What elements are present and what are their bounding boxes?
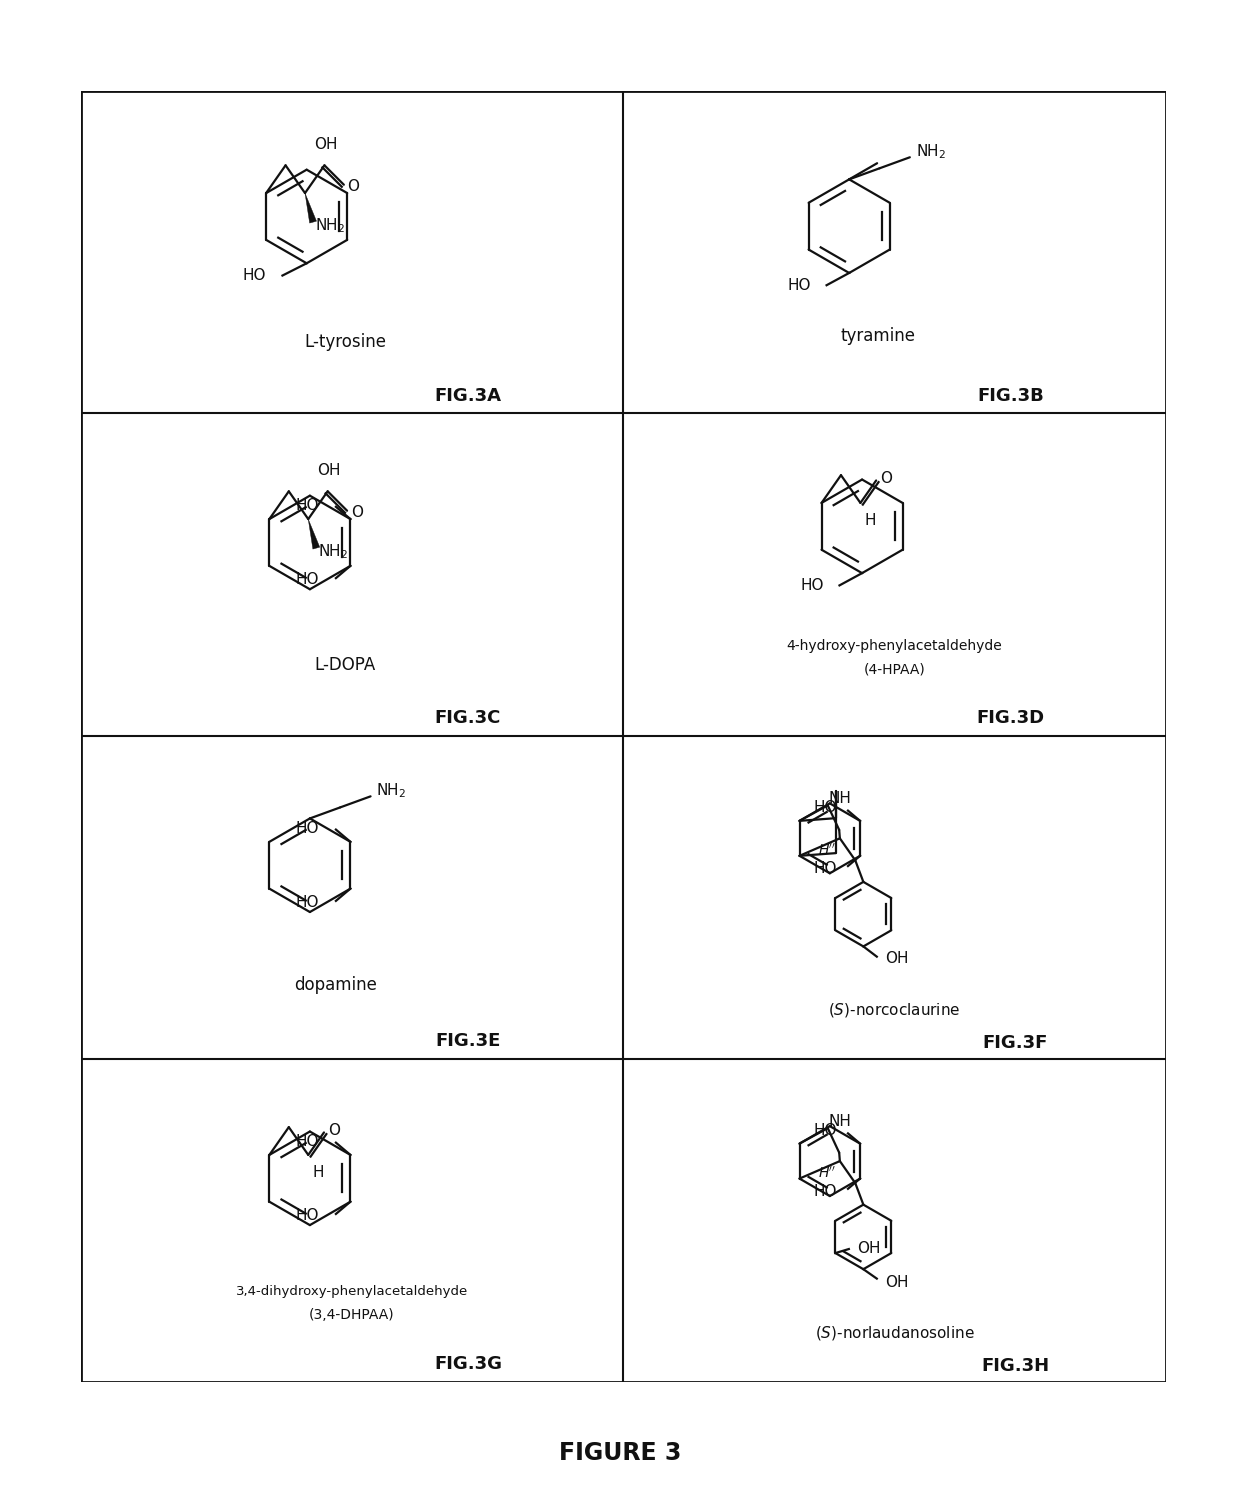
Text: OH: OH [317,464,341,477]
Text: FIG.3B: FIG.3B [977,387,1044,405]
Text: (4-HPAA): (4-HPAA) [863,663,925,676]
Text: FIGURE 3: FIGURE 3 [559,1441,681,1465]
Text: dopamine: dopamine [294,975,377,994]
Text: O: O [327,1123,340,1139]
Text: HO: HO [787,278,811,293]
Text: ($\mathit{S}$)-norlaudanosoline: ($\mathit{S}$)-norlaudanosoline [815,1324,975,1342]
Text: FIG.3D: FIG.3D [976,710,1044,728]
Text: FIG.3E: FIG.3E [435,1033,501,1049]
Polygon shape [305,193,316,223]
Polygon shape [309,519,320,550]
Text: HO: HO [295,895,319,909]
Text: HO: HO [295,821,319,835]
Text: HO: HO [295,572,319,587]
Text: HO: HO [813,1184,837,1199]
Text: OH: OH [857,1241,880,1256]
Text: HO: HO [243,269,267,282]
Text: O: O [347,178,360,193]
Text: FIG.3F: FIG.3F [982,1034,1048,1052]
Text: FIG.3C: FIG.3C [435,710,501,728]
Text: HO: HO [813,861,837,876]
Text: NH: NH [828,1114,852,1129]
Text: OH: OH [885,951,909,966]
Text: O: O [880,471,892,486]
Text: HO: HO [800,578,823,593]
Text: HO: HO [295,1134,319,1149]
Text: HO: HO [813,1123,837,1139]
Text: FIG.3H: FIG.3H [981,1356,1049,1374]
Text: NH$_2$: NH$_2$ [915,142,946,162]
Text: L-DOPA: L-DOPA [315,657,376,673]
Text: O: O [351,504,363,519]
Text: L-tyrosine: L-tyrosine [304,334,387,352]
Text: NH$_2$: NH$_2$ [317,542,348,560]
Text: NH$_2$: NH$_2$ [315,216,345,234]
Text: H$^{\prime\prime}$: H$^{\prime\prime}$ [817,1166,836,1181]
Text: OH: OH [885,1274,909,1290]
Text: H$^{\prime\prime}$: H$^{\prime\prime}$ [817,843,836,858]
Text: H: H [312,1166,324,1181]
Text: NH$_2$: NH$_2$ [377,781,407,800]
Text: (3,4-DHPAA): (3,4-DHPAA) [309,1309,394,1323]
Text: 4-hydroxy-phenylacetaldehyde: 4-hydroxy-phenylacetaldehyde [786,639,1002,652]
Text: HO: HO [295,498,319,513]
Text: ($\mathit{S}$)-norcoclaurine: ($\mathit{S}$)-norcoclaurine [828,1001,961,1019]
Text: HO: HO [813,800,837,815]
Text: tyramine: tyramine [841,326,915,344]
Text: NH: NH [828,791,852,806]
Text: FIG.3G: FIG.3G [434,1354,502,1373]
Text: OH: OH [314,137,337,153]
Text: FIG.3A: FIG.3A [434,387,501,405]
Text: 3,4-dihydroxy-phenylacetaldehyde: 3,4-dihydroxy-phenylacetaldehyde [236,1285,467,1297]
Text: HO: HO [295,1208,319,1223]
Text: H: H [864,513,875,528]
